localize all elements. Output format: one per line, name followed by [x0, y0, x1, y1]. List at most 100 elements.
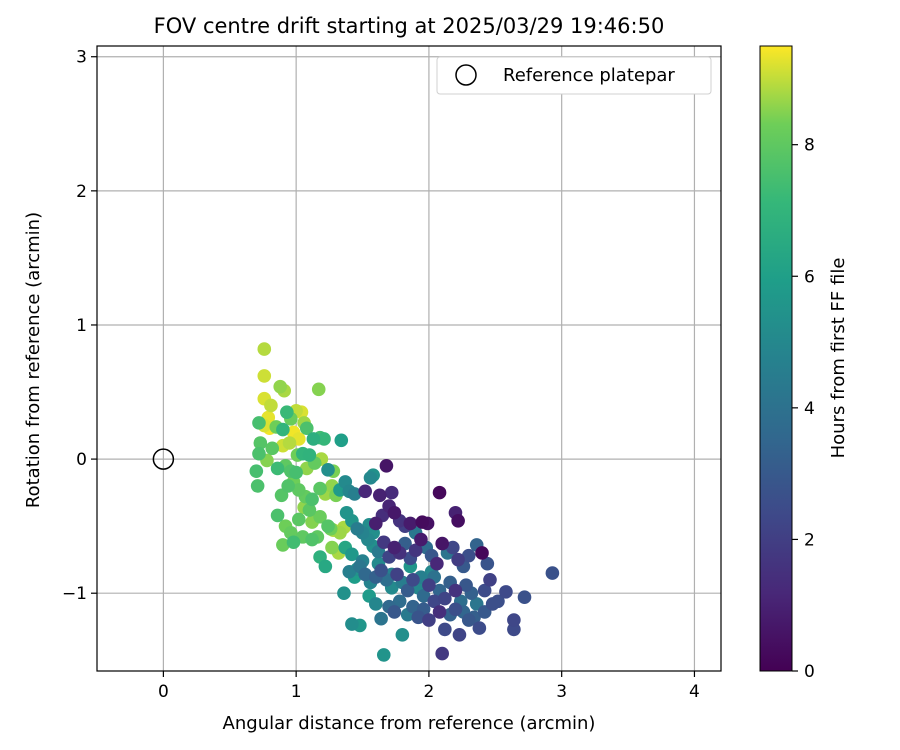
colorbar-tick-label: 2 [804, 530, 815, 550]
plot-area-frame [96, 45, 722, 672]
data-point [403, 516, 418, 531]
data-point [406, 599, 420, 614]
data-point [369, 597, 383, 611]
data-point [273, 379, 288, 394]
data-point [276, 422, 290, 437]
data-point [313, 481, 327, 496]
x-axis-ticks: 0 1 2 3 4 [158, 671, 700, 702]
data-point [387, 540, 402, 555]
data-point [414, 532, 428, 547]
data-point [257, 342, 272, 356]
data-point [416, 589, 431, 603]
data-point [276, 538, 290, 552]
data-point [422, 578, 436, 592]
data-point [306, 432, 321, 446]
data-point [451, 513, 465, 528]
data-point [369, 516, 383, 531]
data-point [395, 627, 410, 642]
data-point [250, 479, 265, 493]
data-point [387, 505, 402, 520]
data-point [321, 519, 335, 533]
data-point [374, 563, 388, 578]
data-point [321, 463, 335, 477]
data-point [345, 617, 359, 631]
legend-box [436, 56, 712, 95]
data-point [507, 613, 521, 627]
data-point [459, 578, 473, 592]
x-tick-label: 0 [158, 682, 169, 702]
data-point [432, 485, 447, 500]
data-point [305, 532, 319, 547]
x-tick-label: 4 [689, 682, 700, 702]
data-point [302, 448, 317, 462]
data-point [358, 484, 372, 499]
legend-marker [455, 64, 477, 86]
data-point [422, 613, 436, 627]
data-point [446, 540, 460, 555]
data-point [313, 509, 327, 524]
data-point [286, 535, 301, 550]
data-point [472, 621, 487, 635]
data-point [435, 536, 449, 551]
data-point [448, 583, 463, 598]
data-point [461, 613, 476, 627]
x-tick-label: 2 [424, 682, 435, 702]
data-point [372, 488, 387, 503]
data-point [384, 485, 399, 500]
colorbar-ticks: 0 2 4 6 8 [792, 136, 815, 682]
data-point [461, 548, 476, 563]
data-point [475, 546, 489, 560]
data-point [249, 464, 264, 478]
colorbar: 0 2 4 6 8 Hours from first FF file [759, 45, 849, 682]
data-point [305, 492, 319, 507]
data-point [292, 512, 306, 527]
data-point [334, 433, 349, 448]
data-point [270, 508, 285, 523]
y-tick-label: 1 [76, 316, 87, 336]
data-point [411, 610, 426, 625]
legend-label: Reference platepar [503, 65, 675, 86]
data-point [406, 572, 420, 587]
data-point [264, 398, 278, 413]
data-point [280, 405, 294, 419]
x-tick-label: 3 [556, 682, 567, 702]
y-axis-ticks: −1 0 1 2 3 [62, 48, 97, 604]
data-point [438, 591, 452, 606]
data-point [289, 465, 303, 480]
data-point [252, 416, 266, 430]
data-point [477, 583, 492, 598]
data-point [257, 369, 272, 383]
data-point [345, 547, 359, 562]
data-point [274, 488, 289, 503]
colorbar-tick-label: 6 [804, 267, 815, 287]
reference-platepar-marker [152, 448, 175, 470]
y-tick-label: 3 [76, 48, 87, 68]
colorbar-label: Hours from first FF file [828, 258, 849, 459]
data-point [427, 594, 442, 609]
data-point [432, 605, 447, 619]
data-point [325, 540, 339, 555]
data-point [374, 611, 388, 626]
data-point [390, 567, 404, 582]
y-tick-label: −1 [62, 584, 87, 604]
data-point [392, 594, 407, 609]
legend: Reference platepar [436, 56, 712, 95]
colorbar-tick-label: 0 [804, 662, 815, 682]
data-point [448, 602, 463, 617]
data-point [400, 583, 415, 598]
data-point [318, 559, 333, 574]
data-point [376, 648, 391, 662]
data-point [363, 471, 378, 485]
data-point [253, 436, 268, 450]
data-point [435, 646, 449, 661]
colorbar-tick-label: 4 [804, 399, 815, 419]
data-point [545, 566, 560, 580]
data-point [302, 503, 317, 517]
data-point [342, 564, 357, 579]
reference-point [152, 448, 175, 470]
data-point [299, 421, 314, 436]
data-point [358, 567, 372, 582]
data-point [517, 590, 532, 605]
colorbar-gradient [759, 45, 793, 672]
data-point [499, 585, 513, 599]
